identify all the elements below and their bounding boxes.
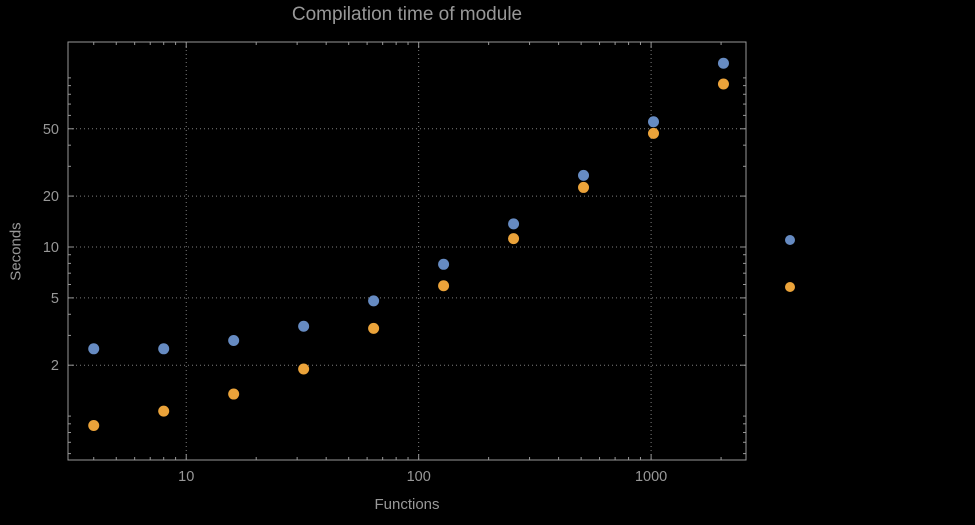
data-point-orange-series [578, 181, 590, 193]
plot-frame [67, 41, 747, 461]
x-tick-label: 10 [178, 469, 194, 485]
data-point-blue-series [88, 343, 100, 355]
y-tick-label: 10 [43, 240, 59, 256]
data-point-orange-series [88, 419, 100, 431]
data-point-orange-series [717, 78, 729, 90]
x-tick-label: 1000 [635, 469, 667, 485]
data-point-orange-series [438, 280, 450, 292]
data-point-blue-series [717, 57, 729, 69]
data-point-orange-series [298, 363, 310, 375]
data-point-orange-series [368, 322, 380, 334]
legend-marker-blue-series [785, 235, 795, 245]
data-point-blue-series [438, 258, 450, 270]
data-point-orange-series [648, 127, 660, 139]
data-point-blue-series [368, 295, 380, 307]
data-point-blue-series [578, 169, 590, 181]
chart-title: Compilation time of module [291, 4, 523, 25]
data-point-orange-series [228, 388, 240, 400]
data-point-blue-series [648, 116, 660, 128]
y-tick-label: 20 [43, 189, 59, 205]
y-tick-label: 50 [43, 122, 59, 138]
data-point-blue-series [508, 218, 520, 230]
data-point-blue-series [298, 320, 310, 332]
data-point-blue-series [228, 334, 240, 346]
legend-marker-orange-series [785, 282, 795, 292]
data-point-orange-series [158, 405, 170, 417]
y-tick-label: 5 [51, 291, 59, 307]
x-axis-label: Functions [374, 496, 440, 513]
x-tick-label: 100 [407, 469, 431, 485]
y-tick-label: 2 [51, 358, 59, 374]
data-point-orange-series [508, 233, 520, 245]
data-point-blue-series [158, 343, 170, 355]
